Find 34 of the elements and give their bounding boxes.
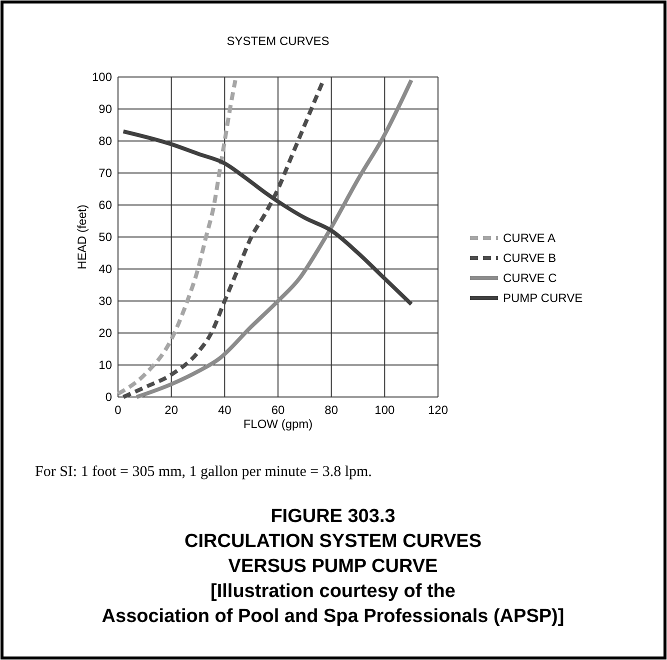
y-tick-label: 20 xyxy=(98,326,112,340)
y-tick-label: 10 xyxy=(98,358,112,372)
y-tick-label: 70 xyxy=(98,166,112,180)
y-tick-label: 80 xyxy=(98,134,112,148)
legend-label: CURVE C xyxy=(503,271,558,285)
x-tick-label: 60 xyxy=(271,403,285,417)
y-tick-label: 50 xyxy=(98,230,112,244)
y-tick-label: 0 xyxy=(105,390,112,404)
y-tick-label: 100 xyxy=(92,70,112,84)
text: Association of Pool and Spa Professionals (APSP)] xyxy=(102,606,564,627)
y-tick-label: 90 xyxy=(98,102,112,116)
legend-label: CURVE B xyxy=(503,251,556,265)
x-tick-label: 20 xyxy=(164,403,178,417)
x-tick-label: 100 xyxy=(374,403,395,417)
x-tick-label: 0 xyxy=(114,403,122,417)
line-series xyxy=(134,78,414,399)
chart-title: SYSTEM CURVES xyxy=(226,34,330,48)
x-tick-label: 80 xyxy=(324,403,338,417)
x-tick-label: 120 xyxy=(428,403,448,417)
y-tick-label: 60 xyxy=(98,198,112,212)
legend-label: PUMP CURVE xyxy=(503,291,583,305)
legend-label: CURVE A xyxy=(503,231,556,245)
text: CIRCULATION SYSTEM CURVES xyxy=(184,531,482,552)
line-series xyxy=(116,78,238,396)
line-series xyxy=(121,129,414,306)
caption: FIGURE 303.3 xyxy=(270,506,396,527)
y-tick-label: 30 xyxy=(98,294,112,308)
text: For SI: 1 foot = 305 mm, 1 gallon per minute = 3.8 lpm. xyxy=(35,464,372,480)
y-axis-title: HEAD (feet) xyxy=(75,204,89,270)
x-tick-label: 40 xyxy=(218,403,232,417)
text: VERSUS PUMP CURVE xyxy=(228,556,438,577)
text: [Illustration courtesy of the xyxy=(210,581,456,602)
y-tick-label: 40 xyxy=(98,262,112,276)
x-axis-title: FLOW (gpm) xyxy=(243,417,313,431)
